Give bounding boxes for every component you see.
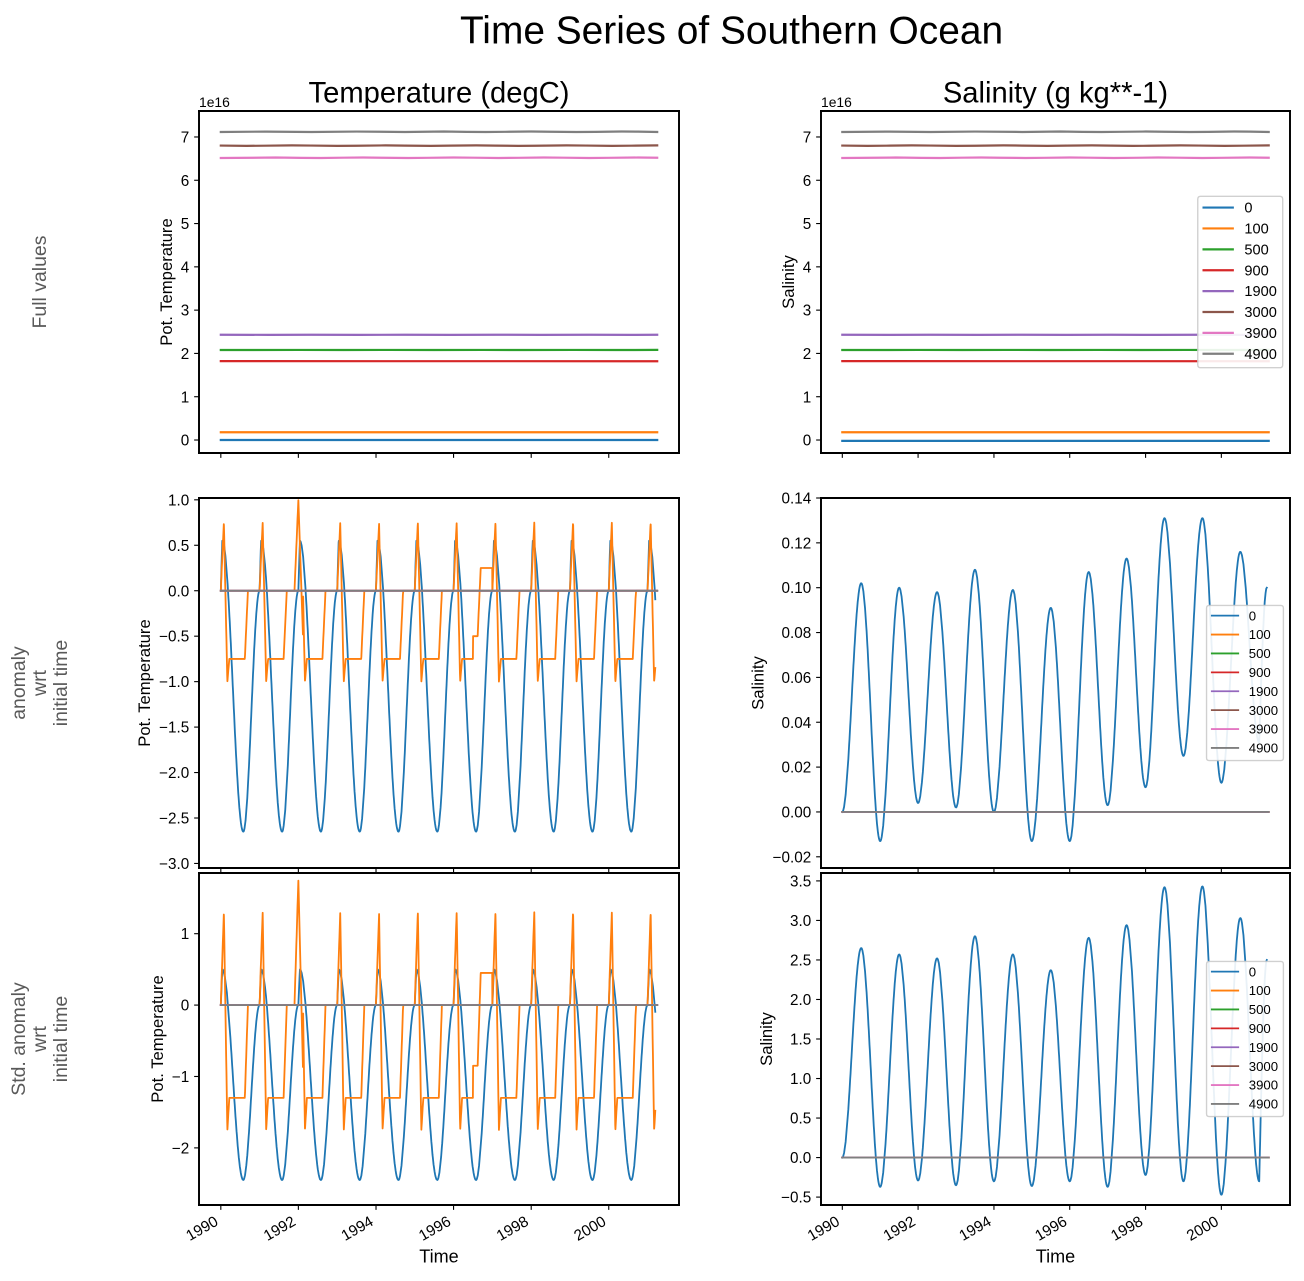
svg-text:Time: Time [1036,1247,1075,1267]
svg-text:1900: 1900 [1244,284,1276,300]
svg-text:0.08: 0.08 [782,625,812,642]
svg-text:0.0: 0.0 [790,1150,811,1167]
svg-text:0: 0 [181,433,189,450]
svg-text:0.5: 0.5 [790,1111,811,1128]
svg-text:Salinity: Salinity [757,1011,776,1065]
svg-text:2: 2 [803,346,812,363]
svg-text:−1.0: −1.0 [159,674,189,691]
svg-text:3: 3 [181,303,189,320]
svg-text:3.5: 3.5 [790,873,811,890]
svg-text:−0.5: −0.5 [781,1190,811,1207]
svg-text:Time Series of Southern Ocean: Time Series of Southern Ocean [460,10,1003,53]
svg-text:5: 5 [803,216,812,233]
svg-text:1: 1 [181,389,189,406]
svg-text:Pot. Temperature: Pot. Temperature [135,619,154,746]
svg-text:1.5: 1.5 [790,1032,811,1049]
svg-text:0.0: 0.0 [168,583,189,600]
svg-text:Salinity (g kg**-1): Salinity (g kg**-1) [943,78,1168,110]
svg-text:1e16: 1e16 [821,94,852,110]
svg-text:1: 1 [803,389,812,406]
svg-text:0: 0 [1244,201,1252,217]
svg-text:4900: 4900 [1249,1097,1278,1112]
svg-text:Salinity: Salinity [779,254,798,308]
svg-text:0: 0 [1249,964,1256,979]
svg-text:Time: Time [419,1247,458,1267]
svg-text:Pot. Temperature: Pot. Temperature [148,975,167,1102]
svg-text:anomaly: anomaly [8,646,30,720]
svg-text:−3.0: −3.0 [159,856,189,873]
svg-text:0: 0 [181,998,189,1015]
svg-text:2.0: 2.0 [790,992,811,1009]
svg-text:7: 7 [181,130,189,147]
svg-text:500: 500 [1244,242,1268,258]
svg-text:0.14: 0.14 [782,491,812,508]
svg-text:Full values: Full values [29,235,51,328]
svg-text:Std. anomaly: Std. anomaly [8,982,30,1096]
svg-text:−2: −2 [172,1140,189,1157]
svg-text:1900: 1900 [1249,684,1278,699]
svg-text:3000: 3000 [1249,1059,1278,1074]
svg-text:3: 3 [803,303,812,320]
svg-text:3900: 3900 [1244,326,1276,342]
svg-text:0.06: 0.06 [782,670,812,687]
svg-text:3900: 3900 [1249,722,1278,737]
svg-text:initial time: initial time [50,640,72,726]
svg-text:900: 900 [1249,665,1271,680]
svg-text:4: 4 [803,259,812,276]
svg-text:500: 500 [1249,1002,1271,1017]
svg-text:1e16: 1e16 [199,94,230,110]
svg-text:0.02: 0.02 [782,760,812,777]
svg-text:−0.5: −0.5 [159,629,189,646]
svg-text:wrt: wrt [29,1025,51,1053]
svg-text:−2.0: −2.0 [159,765,189,782]
svg-text:6: 6 [181,173,189,190]
svg-text:0.10: 0.10 [782,580,812,597]
svg-text:2: 2 [181,346,189,363]
svg-text:1.0: 1.0 [790,1071,811,1088]
svg-text:900: 900 [1249,1021,1271,1036]
svg-text:Salinity: Salinity [749,655,768,709]
svg-text:−1: −1 [172,1069,189,1086]
svg-text:0.5: 0.5 [168,538,189,555]
svg-text:5: 5 [181,216,189,233]
svg-text:3.0: 3.0 [790,913,811,930]
svg-text:100: 100 [1244,222,1268,238]
svg-text:900: 900 [1244,263,1268,279]
svg-text:500: 500 [1249,646,1271,661]
svg-text:7: 7 [803,130,812,147]
svg-text:100: 100 [1249,627,1271,642]
svg-text:1: 1 [181,926,189,943]
svg-text:−0.02: −0.02 [773,849,812,866]
svg-text:1.0: 1.0 [168,492,189,509]
svg-text:3900: 3900 [1249,1078,1278,1093]
svg-text:4: 4 [181,259,190,276]
svg-text:1900: 1900 [1249,1040,1278,1055]
svg-text:4900: 4900 [1244,347,1276,363]
svg-text:initial time: initial time [50,996,72,1082]
svg-text:100: 100 [1249,983,1271,998]
svg-text:−1.5: −1.5 [159,720,189,737]
svg-text:0.00: 0.00 [782,804,812,821]
svg-text:4900: 4900 [1249,741,1278,756]
svg-text:0.12: 0.12 [782,535,812,552]
svg-text:3000: 3000 [1244,305,1276,321]
svg-text:Pot. Temperature: Pot. Temperature [157,218,176,345]
svg-text:0.04: 0.04 [782,715,812,732]
svg-text:wrt: wrt [29,669,51,697]
svg-text:3000: 3000 [1249,703,1278,718]
svg-text:6: 6 [803,173,812,190]
svg-text:0: 0 [1249,608,1256,623]
svg-text:Temperature (degC): Temperature (degC) [309,78,570,110]
svg-text:−2.5: −2.5 [159,811,189,828]
svg-text:2.5: 2.5 [790,952,811,969]
svg-text:0: 0 [803,433,812,450]
